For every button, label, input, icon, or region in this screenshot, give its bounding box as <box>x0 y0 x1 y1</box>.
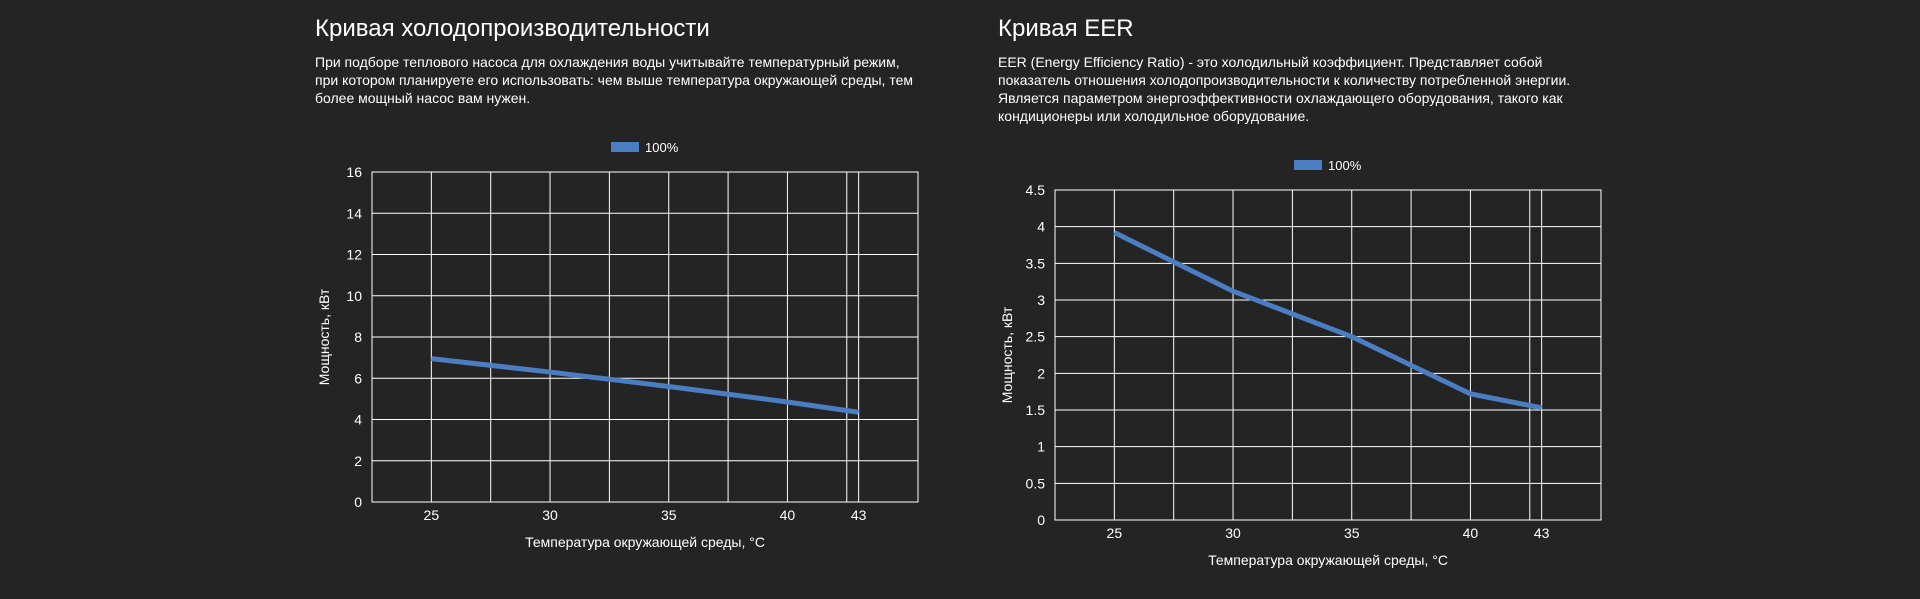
y-axis-title: Мощность, кВт <box>316 288 332 385</box>
y-tick-label: 4.5 <box>1026 182 1046 198</box>
legend-swatch <box>611 142 639 152</box>
y-tick-label: 2 <box>1037 365 1045 381</box>
y-tick-label: 3.5 <box>1026 255 1046 271</box>
capacity-chart: 100% 0 2 4 6 8 10 12 14 16 25 30 35 40 43 Температура о… <box>316 140 919 550</box>
legend-swatch <box>1294 160 1322 170</box>
x-tick-label: 43 <box>851 507 867 523</box>
eer-chart: 100% 0 0.5 1 1.5 2 2.5 3 3.5 4 4.5 25 30 35 40 43 Темпер… <box>999 158 1602 568</box>
y-tick-label: 16 <box>346 164 362 180</box>
y-tick-label: 4 <box>1037 219 1045 235</box>
y-tick-label: 0 <box>1037 512 1045 528</box>
y-axis-title: Мощность, кВт <box>999 306 1015 403</box>
x-tick-label: 25 <box>1107 525 1123 541</box>
x-tick-label: 30 <box>542 507 558 523</box>
y-tick-label: 3 <box>1037 292 1045 308</box>
x-tick-label: 40 <box>1463 525 1479 541</box>
y-tick-label: 1 <box>1037 439 1045 455</box>
y-tick-label: 0 <box>354 494 362 510</box>
plot-area-border <box>1054 189 1602 521</box>
y-tick-label: 4 <box>354 412 362 428</box>
eer-description: EER (Energy Efficiency Ratio) - это холо… <box>998 54 1571 124</box>
legend-label: 100% <box>645 140 679 155</box>
eer-title: Кривая EER <box>998 15 1134 42</box>
series-line <box>431 356 860 415</box>
y-tick-label: 6 <box>354 370 362 386</box>
y-tick-label: 12 <box>346 247 362 263</box>
capacity-description: При подборе теплового насоса для охлажде… <box>315 54 913 106</box>
x-tick-label: 35 <box>1344 525 1360 541</box>
legend-label: 100% <box>1328 158 1362 173</box>
x-axis-title: Температура окружающей среды, °C <box>1208 552 1448 568</box>
y-tick-label: 1.5 <box>1026 402 1046 418</box>
y-tick-label: 2 <box>354 453 362 469</box>
x-tick-label: 43 <box>1534 525 1550 541</box>
x-tick-label: 25 <box>424 507 440 523</box>
capacity-title: Кривая холодопроизводительности <box>315 15 710 42</box>
y-tick-label: 8 <box>354 329 362 345</box>
x-tick-label: 40 <box>780 507 796 523</box>
x-axis-title: Температура окружающей среды, °C <box>525 534 765 550</box>
y-tick-label: 10 <box>346 288 362 304</box>
series-line <box>1113 230 1543 411</box>
y-tick-label: 2.5 <box>1026 329 1046 345</box>
y-tick-label: 0.5 <box>1026 475 1046 491</box>
y-tick-label: 14 <box>346 205 362 221</box>
x-tick-label: 35 <box>661 507 677 523</box>
x-tick-label: 30 <box>1225 525 1241 541</box>
